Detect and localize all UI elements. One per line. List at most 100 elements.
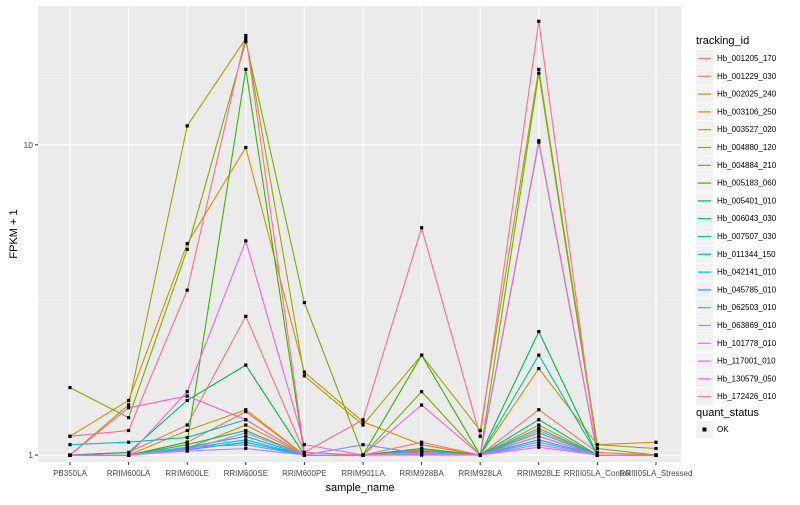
data-point — [420, 450, 424, 455]
shape-legend-items: OK — [696, 421, 729, 438]
data-point — [244, 36, 248, 41]
data-point — [361, 418, 365, 422]
data-point — [244, 408, 248, 412]
data-point — [478, 428, 482, 433]
y-axis-title: FPKM + 1 — [8, 209, 20, 258]
legend-label: Hb_007507_030 — [717, 232, 777, 241]
data-point — [420, 403, 424, 407]
data-point — [244, 33, 248, 38]
data-point — [127, 416, 131, 420]
data-point — [420, 390, 424, 394]
data-point — [537, 67, 541, 71]
data-point — [127, 450, 131, 455]
data-point — [537, 139, 541, 143]
data-point — [537, 443, 541, 447]
data-point — [537, 445, 541, 449]
data-point — [302, 374, 306, 378]
legend-label: Hb_006043_030 — [717, 214, 777, 223]
data-point — [244, 428, 248, 433]
x-tick-label: RRIM928BA — [399, 469, 444, 478]
data-point — [361, 423, 365, 427]
data-point — [537, 428, 541, 433]
point-layer — [68, 19, 658, 457]
legend-label: Hb_042141_010 — [717, 268, 777, 277]
data-point — [244, 145, 248, 150]
data-point — [361, 453, 365, 457]
shape-legend-title: quant_status — [696, 407, 759, 419]
x-tick-label: RRIM928LE — [517, 469, 561, 478]
data-point — [420, 446, 424, 451]
x-tick-label: RRIM928LA — [458, 469, 502, 478]
data-point — [537, 353, 541, 357]
legend-label: Hb_011344_150 — [717, 250, 776, 259]
legend-label: Hb_001205_170 — [717, 54, 777, 63]
legend-items: Hb_001205_170 Hb_001229_030 Hb_002025_240 H… — [696, 50, 777, 406]
data-point — [244, 67, 248, 71]
y-tick-label: 1 — [28, 450, 33, 460]
data-point — [185, 440, 189, 444]
legend: tracking_id Hb_001205_170Hb_001229_030Hb… — [696, 35, 777, 438]
legend-label: Hb_117001_010 — [717, 357, 776, 366]
data-point — [537, 440, 541, 444]
data-point — [185, 124, 189, 128]
data-point — [537, 434, 541, 438]
data-point — [127, 453, 131, 457]
data-point — [537, 366, 541, 371]
data-point — [68, 434, 72, 438]
x-tick-label: RRIII05LA_Control — [564, 469, 631, 478]
data-point — [244, 410, 248, 414]
data-point — [420, 453, 424, 457]
data-point — [595, 446, 599, 451]
legend-label: Hb_130579_050 — [717, 374, 777, 383]
data-point — [537, 329, 541, 334]
data-point — [185, 247, 189, 252]
data-point — [420, 226, 424, 230]
data-point — [654, 440, 658, 444]
data-point — [361, 420, 365, 424]
data-point — [244, 40, 248, 44]
data-point — [302, 453, 306, 457]
data-point — [478, 434, 482, 438]
x-tick-label: RRIM600SE — [224, 469, 268, 478]
legend-label: Hb_045785_010 — [717, 285, 777, 294]
grid-layer — [38, 6, 681, 462]
data-point — [654, 453, 658, 457]
x-tick-label: RRIM901LA — [341, 469, 385, 478]
shape-legend-label: OK — [717, 425, 729, 434]
data-point — [127, 406, 131, 410]
panel-background — [38, 6, 681, 462]
data-point — [127, 403, 131, 407]
x-tick-label: RRIM600PE — [282, 469, 326, 478]
data-point — [244, 440, 248, 444]
data-point — [537, 408, 541, 412]
data-point — [244, 314, 248, 318]
data-point — [302, 370, 306, 374]
data-point — [185, 394, 189, 398]
data-point — [244, 363, 248, 367]
data-point — [185, 445, 189, 449]
y-tick-label: 10 — [24, 140, 34, 150]
data-point — [68, 453, 72, 457]
data-point — [244, 446, 248, 451]
data-point — [185, 242, 189, 246]
legend-label: Hb_101778_010 — [717, 339, 777, 348]
data-point — [537, 71, 541, 75]
data-point — [420, 443, 424, 447]
data-point — [185, 435, 189, 440]
data-point — [185, 423, 189, 427]
y-axis: 1 10 — [24, 140, 38, 460]
data-point — [244, 443, 248, 447]
data-point — [302, 301, 306, 305]
data-point — [244, 239, 248, 243]
data-point — [595, 443, 599, 447]
data-point — [244, 434, 248, 438]
data-point — [302, 443, 306, 447]
data-point — [185, 398, 189, 403]
data-point — [127, 428, 131, 433]
legend-label: Hb_004880_120 — [717, 143, 777, 152]
legend-title: tracking_id — [696, 35, 749, 47]
legend-label: Hb_063869_010 — [717, 321, 777, 330]
data-point — [654, 446, 658, 451]
